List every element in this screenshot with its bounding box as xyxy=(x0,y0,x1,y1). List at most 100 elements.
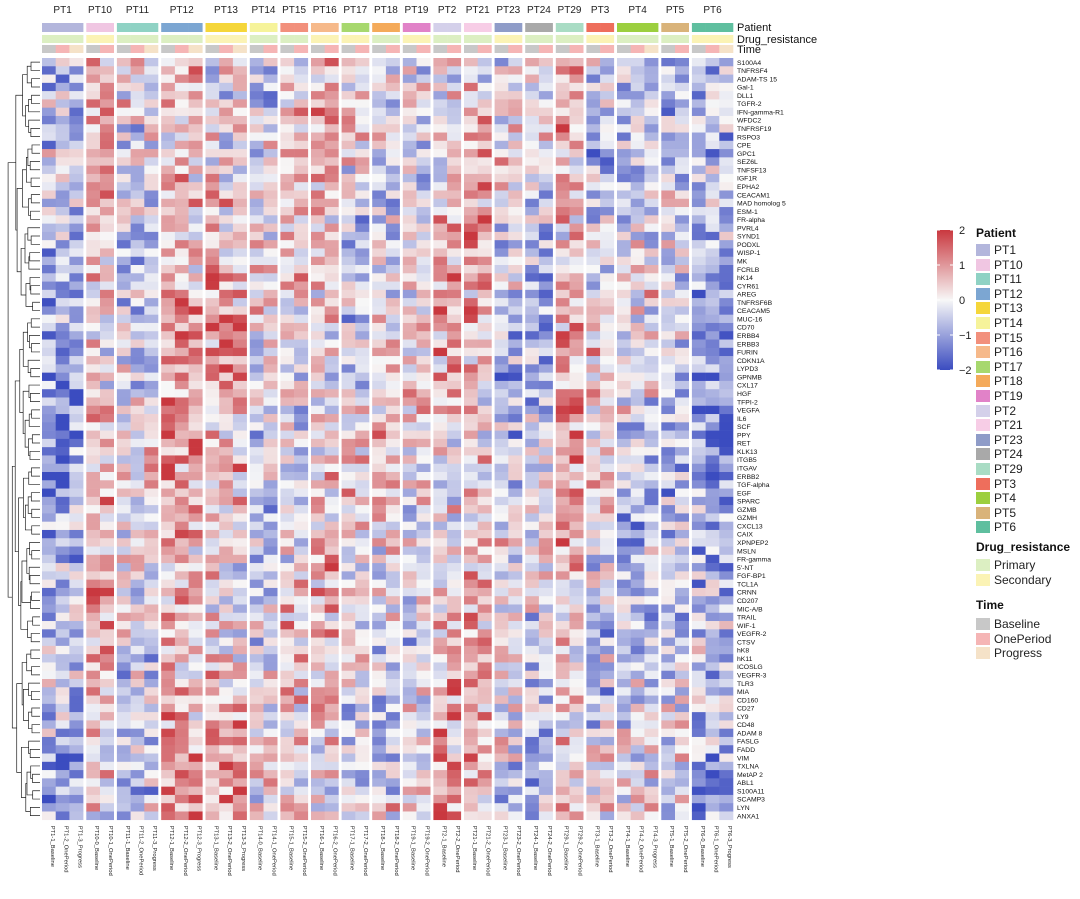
heatmap-cell xyxy=(447,265,462,274)
heatmap-cell xyxy=(447,66,462,75)
heatmap-cell xyxy=(617,82,631,92)
heatmap-cell xyxy=(719,753,734,763)
heatmap-cell xyxy=(280,438,295,448)
heatmap-cell xyxy=(538,265,553,274)
heatmap-cell xyxy=(569,231,584,241)
annotation-patient xyxy=(341,23,356,32)
heatmap-cell xyxy=(355,505,370,514)
group-label: PT13 xyxy=(214,5,238,16)
heatmap-cell xyxy=(232,587,247,597)
legend-title-time: Time xyxy=(976,598,1004,612)
heatmap-cell xyxy=(355,670,370,680)
heatmap-cell xyxy=(719,728,734,738)
heatmap-cell xyxy=(188,463,203,473)
heatmap-cell xyxy=(402,99,417,108)
heatmap-cell xyxy=(130,231,145,241)
heatmap-cell xyxy=(280,132,295,142)
heatmap-cell xyxy=(355,339,370,349)
heatmap-cell xyxy=(205,190,220,200)
row-label: FASLG xyxy=(737,739,759,746)
heatmap-cell xyxy=(402,629,417,638)
heatmap-cell xyxy=(219,422,234,431)
heatmap-cell xyxy=(219,455,234,465)
heatmap-cell xyxy=(691,794,706,804)
heatmap-cell xyxy=(600,66,615,75)
heatmap-cell xyxy=(416,463,431,473)
heatmap-cell xyxy=(385,513,400,522)
heatmap-cell xyxy=(705,745,720,754)
heatmap-cell xyxy=(691,356,706,365)
heatmap-cell xyxy=(205,99,220,108)
heatmap-cell xyxy=(705,190,720,200)
heatmap-cell xyxy=(402,695,417,705)
heatmap-cell xyxy=(402,529,417,539)
heatmap-cell xyxy=(341,405,356,415)
heatmap-cell xyxy=(324,347,339,357)
heatmap-cell xyxy=(538,314,553,324)
heatmap-cell xyxy=(86,314,101,324)
dendrogram-branch xyxy=(29,252,40,262)
heatmap-cell xyxy=(188,82,203,92)
group-label: PT23 xyxy=(496,5,520,16)
heatmap-cell xyxy=(372,480,387,489)
heatmap-cell xyxy=(294,182,309,191)
heatmap-cell xyxy=(691,728,706,738)
heatmap-cell xyxy=(100,612,114,622)
heatmap-cell xyxy=(55,389,70,398)
heatmap-cell xyxy=(433,786,448,796)
heatmap-cell xyxy=(341,472,356,481)
heatmap-cell xyxy=(294,521,309,531)
heatmap-cell xyxy=(555,140,570,150)
heatmap-cell xyxy=(569,198,584,208)
heatmap-cell xyxy=(116,182,131,191)
heatmap-cell xyxy=(617,223,631,233)
annotation-time xyxy=(372,45,387,53)
heatmap-cell xyxy=(144,695,159,705)
heatmap-cell xyxy=(630,240,645,249)
heatmap-cell xyxy=(130,563,145,572)
heatmap-cell xyxy=(617,107,631,117)
heatmap-cell xyxy=(705,488,720,498)
heatmap-cell xyxy=(416,488,431,498)
heatmap-cell xyxy=(249,132,264,142)
heatmap-cell xyxy=(219,529,234,539)
heatmap-cell xyxy=(600,803,615,812)
heatmap-cell xyxy=(174,149,189,158)
dendrogram-branch xyxy=(29,575,40,585)
heatmap-cell xyxy=(280,612,295,622)
heatmap-cell xyxy=(294,612,309,622)
heatmap-cell xyxy=(130,496,145,506)
heatmap-cell xyxy=(494,165,509,175)
heatmap-cell xyxy=(569,322,584,332)
heatmap-cell xyxy=(174,645,189,655)
heatmap-cell xyxy=(402,670,417,680)
heatmap-cell xyxy=(311,521,325,531)
heatmap-cell xyxy=(464,173,478,183)
heatmap-cell xyxy=(525,496,540,506)
heatmap-cell xyxy=(630,364,645,373)
heatmap-cell xyxy=(294,654,309,663)
legend-item-time: Baseline xyxy=(976,617,1040,631)
heatmap-cell xyxy=(586,447,601,456)
heatmap-cell xyxy=(100,223,114,233)
row-label: MSLN xyxy=(737,548,756,555)
heatmap-cell xyxy=(232,422,247,431)
heatmap-cell xyxy=(161,356,176,365)
heatmap-cell xyxy=(355,322,370,332)
heatmap-cell xyxy=(525,505,540,514)
legend-item-time: Progress xyxy=(976,646,1042,660)
heatmap-cell xyxy=(280,256,295,266)
heatmap-cell xyxy=(644,513,659,522)
heatmap-cell xyxy=(385,231,400,241)
heatmap-cell xyxy=(130,74,145,84)
heatmap-cell xyxy=(372,538,387,547)
heatmap-cell xyxy=(433,372,448,382)
heatmap-cell xyxy=(161,107,176,117)
heatmap-cell xyxy=(188,91,203,100)
heatmap-cell xyxy=(508,529,523,539)
heatmap-cell xyxy=(205,521,220,531)
heatmap-cell xyxy=(477,612,492,622)
heatmap-cell xyxy=(372,182,387,191)
dendrogram-branch xyxy=(31,343,40,353)
heatmap-cell xyxy=(280,298,295,307)
